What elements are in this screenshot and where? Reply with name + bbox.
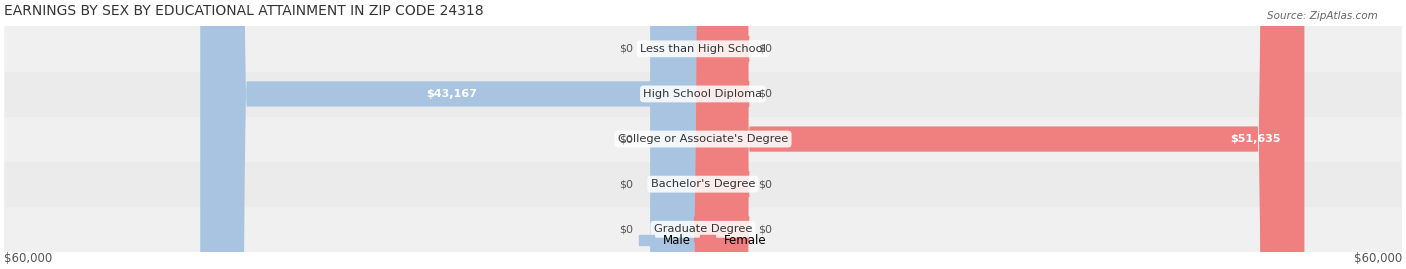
Legend: Male, Female: Male, Female [636, 230, 770, 250]
FancyBboxPatch shape [651, 0, 703, 269]
FancyBboxPatch shape [693, 0, 749, 269]
Text: College or Associate's Degree: College or Associate's Degree [617, 134, 789, 144]
Text: $0: $0 [758, 89, 772, 99]
Text: $60,000: $60,000 [1354, 252, 1402, 265]
FancyBboxPatch shape [693, 0, 749, 269]
FancyBboxPatch shape [651, 0, 703, 269]
Text: $0: $0 [758, 44, 772, 54]
Text: $0: $0 [619, 134, 633, 144]
FancyBboxPatch shape [4, 0, 1402, 269]
FancyBboxPatch shape [4, 0, 1402, 269]
FancyBboxPatch shape [4, 0, 1402, 269]
Text: $0: $0 [758, 179, 772, 189]
Text: $60,000: $60,000 [4, 252, 52, 265]
Text: $0: $0 [758, 224, 772, 234]
FancyBboxPatch shape [651, 0, 703, 269]
Text: Source: ZipAtlas.com: Source: ZipAtlas.com [1267, 11, 1378, 21]
Text: $51,635: $51,635 [1230, 134, 1281, 144]
Text: $43,167: $43,167 [426, 89, 477, 99]
FancyBboxPatch shape [4, 0, 1402, 269]
Text: $0: $0 [619, 179, 633, 189]
Text: Graduate Degree: Graduate Degree [654, 224, 752, 234]
Text: EARNINGS BY SEX BY EDUCATIONAL ATTAINMENT IN ZIP CODE 24318: EARNINGS BY SEX BY EDUCATIONAL ATTAINMEN… [4, 4, 484, 18]
Text: Less than High School: Less than High School [640, 44, 766, 54]
FancyBboxPatch shape [693, 0, 749, 269]
FancyBboxPatch shape [200, 0, 703, 269]
FancyBboxPatch shape [651, 0, 703, 269]
Text: High School Diploma: High School Diploma [644, 89, 762, 99]
FancyBboxPatch shape [703, 0, 1305, 269]
Text: Bachelor's Degree: Bachelor's Degree [651, 179, 755, 189]
FancyBboxPatch shape [693, 0, 749, 269]
Text: $0: $0 [619, 44, 633, 54]
FancyBboxPatch shape [4, 0, 1402, 269]
Text: $0: $0 [619, 224, 633, 234]
